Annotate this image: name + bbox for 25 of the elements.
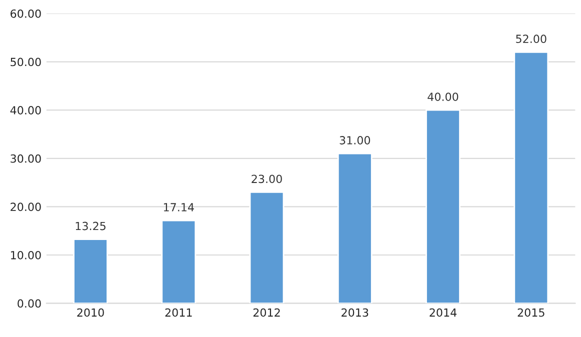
x-tick-label: 2013 (342, 308, 368, 317)
bar (514, 51, 549, 304)
bar (426, 109, 460, 304)
x-tick-label: 2015 (518, 308, 544, 317)
y-tick-label: 50.00 (10, 58, 41, 66)
y-tick-label: 0.00 (18, 299, 41, 308)
data-label: 40.00 (428, 92, 458, 101)
y-tick-label: 10.00 (11, 250, 41, 260)
bar (161, 220, 196, 304)
bar (337, 152, 372, 304)
y-tick-label: 40.00 (10, 106, 41, 114)
data-label: 23.00 (252, 174, 282, 184)
data-label: 31.00 (340, 136, 370, 144)
x-tick-label: 2014 (430, 308, 457, 317)
y-tick-label: 30.00 (10, 154, 41, 163)
x-tick-label: 2012 (253, 308, 280, 317)
y-tick-label: 20.00 (10, 202, 41, 212)
bar (249, 192, 284, 304)
x-tick-label: 2010 (77, 308, 104, 317)
bar (73, 238, 108, 304)
y-tick-label: 60.00 (10, 9, 41, 18)
data-label: 13.25 (76, 222, 106, 230)
x-tick-label: 2011 (165, 308, 192, 317)
data-label: 52.00 (516, 34, 546, 44)
data-label: 17.14 (164, 203, 194, 212)
